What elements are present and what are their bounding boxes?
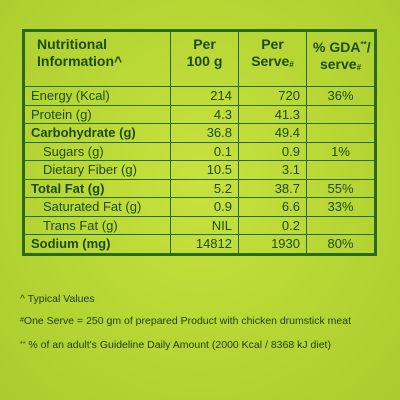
- table-row: Protein (g) 4.3 41.3: [23, 104, 376, 124]
- per-100g-value: 0.1: [170, 141, 239, 161]
- gda-percent-value: 55%: [306, 178, 376, 198]
- per-serve-value: 3.1: [238, 160, 307, 180]
- footnote-typical-values: ^ Typical Values: [20, 293, 95, 305]
- per-100g-value: 4.3: [170, 104, 239, 124]
- nutrient-name: Energy (Kcal): [23, 86, 171, 106]
- gda-percent-value: [306, 104, 376, 124]
- per-serve-value: 720: [238, 86, 307, 106]
- per-100g-value: 10.5: [170, 160, 239, 180]
- nutrient-name: Carbohydrate (g): [23, 123, 171, 143]
- header-gda-serve: % GDA**/ serve#: [306, 30, 376, 87]
- header-per-serve: Per Serve#: [238, 30, 307, 87]
- nutrient-name: Dietary Fiber (g): [23, 160, 171, 180]
- header-nutritional-information: Nutritional Information^: [23, 30, 171, 87]
- footnote-gda: ** % of an adult's Guideline Daily Amoun…: [20, 339, 331, 351]
- table-row: Trans Fat (g) NIL 0.2: [23, 215, 376, 235]
- serve-marker: #: [356, 63, 362, 72]
- nutrition-rows: Energy (Kcal) 214 720 36% Protein (g) 4.3 41.3…: [23, 86, 376, 255]
- gda-marker: **: [360, 40, 367, 49]
- per-serve-value: 38.7: [238, 178, 307, 198]
- per-serve-value: 6.6: [238, 197, 307, 217]
- per-serve-value: 0.9: [238, 141, 307, 161]
- serve-marker: #: [289, 60, 294, 69]
- table-row: Dietary Fiber (g) 10.5 3.1: [23, 160, 376, 180]
- table-row: Saturated Fat (g) 0.9 6.6 33%: [23, 197, 376, 217]
- gda-percent-value: 1%: [306, 141, 376, 161]
- nutrient-name: Trans Fat (g): [23, 215, 171, 235]
- nutrient-name: Sodium (mg): [23, 234, 171, 255]
- per-serve-value: 41.3: [238, 104, 307, 124]
- footnotes: ^ Typical Values #One Serve = 250 gm of …: [20, 292, 390, 360]
- per-100g-value: 36.8: [170, 123, 239, 143]
- gda-percent-value: 80%: [306, 234, 376, 255]
- footnote-one-serve: #One Serve = 250 gm of prepared Product …: [20, 315, 352, 327]
- header-per-100g: Per 100 g: [170, 30, 239, 87]
- gda-percent-value: 33%: [306, 197, 376, 217]
- per-serve-value: 49.4: [238, 123, 307, 143]
- gda-percent-value: 36%: [306, 86, 376, 106]
- per-100g-value: 0.9: [170, 197, 239, 217]
- per-100g-value: 5.2: [170, 178, 239, 198]
- gda-percent-value: [306, 160, 376, 180]
- per-100g-value: 14812: [170, 234, 239, 255]
- gda-percent-value: [306, 215, 376, 235]
- gda-percent-value: [306, 123, 376, 143]
- per-100g-value: NIL: [170, 215, 239, 235]
- table-row: Total Fat (g) 5.2 38.7 55%: [23, 178, 376, 198]
- table-row: Sodium (mg) 14812 1930 80%: [23, 234, 376, 255]
- nutrient-name: Sugars (g): [23, 141, 171, 161]
- nutrient-name: Saturated Fat (g): [23, 197, 171, 217]
- per-100g-value: 214: [170, 86, 239, 106]
- per-serve-value: 1930: [238, 234, 307, 255]
- per-serve-value: 0.2: [238, 215, 307, 235]
- nutrition-table: Nutritional Information^ Per 100 g Per S…: [22, 29, 377, 256]
- nutrient-name: Protein (g): [23, 104, 171, 124]
- table-row: Carbohydrate (g) 36.8 49.4: [23, 123, 376, 143]
- table-row: Energy (Kcal) 214 720 36%: [23, 86, 376, 106]
- table-header-row: Nutritional Information^ Per 100 g Per S…: [23, 30, 376, 87]
- table-row: Sugars (g) 0.1 0.9 1%: [23, 141, 376, 161]
- nutrient-name: Total Fat (g): [23, 178, 171, 198]
